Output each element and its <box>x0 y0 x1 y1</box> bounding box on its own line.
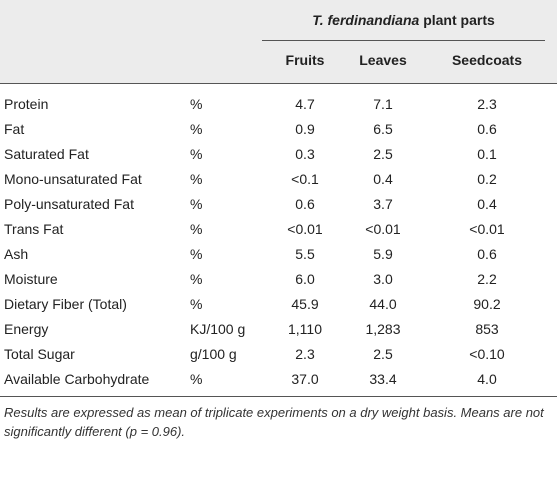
value-cell: 2.3 <box>477 96 497 112</box>
row-label: Available Carbohydrate <box>4 371 150 387</box>
value-cell: 0.4 <box>373 171 393 187</box>
value-cell: <0.01 <box>469 221 505 237</box>
unit: % <box>190 196 203 212</box>
value-cell: 45.9 <box>291 296 319 312</box>
value-cell: 0.4 <box>477 196 497 212</box>
unit: % <box>190 146 203 162</box>
value-cell: 2.5 <box>373 146 393 162</box>
rule <box>262 40 545 41</box>
unit: % <box>190 271 203 287</box>
column-header: Seedcoats <box>451 52 523 68</box>
unit: % <box>190 96 203 112</box>
value-cell: 6.0 <box>295 271 315 287</box>
value-cell: 37.0 <box>291 371 319 387</box>
value-cell: 4.0 <box>477 371 497 387</box>
value-cell: 3.7 <box>373 196 393 212</box>
row-label: Saturated Fat <box>4 146 89 162</box>
value-cell: <0.10 <box>469 346 505 362</box>
row-label: Energy <box>4 321 49 337</box>
row-label: Total Sugar <box>4 346 75 362</box>
value-cell: 33.4 <box>369 371 397 387</box>
unit: % <box>190 221 203 237</box>
unit: % <box>190 371 203 387</box>
column-header: Fruits <box>285 52 325 68</box>
title-rest: plant parts <box>419 12 495 28</box>
column-header: Leaves <box>359 52 407 68</box>
unit: % <box>190 171 203 187</box>
value-cell: 6.5 <box>373 121 393 137</box>
value-cell: 0.9 <box>295 121 315 137</box>
row-label: Ash <box>4 246 29 262</box>
value-cell: 1,283 <box>365 321 401 337</box>
title-italic: T. ferdinandiana <box>312 12 420 28</box>
unit: % <box>190 121 203 137</box>
value-cell: 0.6 <box>295 196 315 212</box>
value-cell: 5.5 <box>295 246 315 262</box>
row-label: Trans Fat <box>4 221 64 237</box>
footnote: Results are expressed as mean of triplic… <box>4 405 544 439</box>
value-cell: 0.6 <box>477 121 497 137</box>
unit: KJ/100 g <box>190 321 246 337</box>
value-cell: 44.0 <box>369 296 397 312</box>
value-cell: 90.2 <box>473 296 501 312</box>
value-cell: 0.2 <box>477 171 497 187</box>
rule <box>0 396 557 397</box>
row-label: Fat <box>4 121 25 137</box>
header-title: T. ferdinandiana plant parts <box>262 12 545 28</box>
value-cell: 1,110 <box>288 321 322 337</box>
value-cell: 2.3 <box>295 346 315 362</box>
row-label: Poly-unsaturated Fat <box>4 196 134 212</box>
value-cell: 4.7 <box>295 96 315 112</box>
value-cell: 5.9 <box>373 246 393 262</box>
value-cell: 2.2 <box>477 271 497 287</box>
row-label: Moisture <box>4 271 58 287</box>
row-label: Mono-unsaturated Fat <box>4 171 142 187</box>
value-cell: <0.01 <box>287 221 323 237</box>
value-cell: 7.1 <box>373 96 393 112</box>
row-label: Dietary Fiber (Total) <box>4 296 127 312</box>
unit: % <box>190 296 203 312</box>
value-cell: 0.1 <box>477 146 497 162</box>
value-cell: 3.0 <box>373 271 393 287</box>
value-cell: <0.01 <box>365 221 401 237</box>
unit: g/100 g <box>190 346 237 362</box>
row-label: Protein <box>4 96 49 112</box>
value-cell: <0.1 <box>291 171 319 187</box>
table-header: T. ferdinandiana plant parts Fruits Leave… <box>0 0 557 84</box>
value-cell: 0.6 <box>477 246 497 262</box>
value-cell: 853 <box>475 321 499 337</box>
unit: % <box>190 246 203 262</box>
value-cell: 2.5 <box>373 346 393 362</box>
value-cell: 0.3 <box>295 146 315 162</box>
